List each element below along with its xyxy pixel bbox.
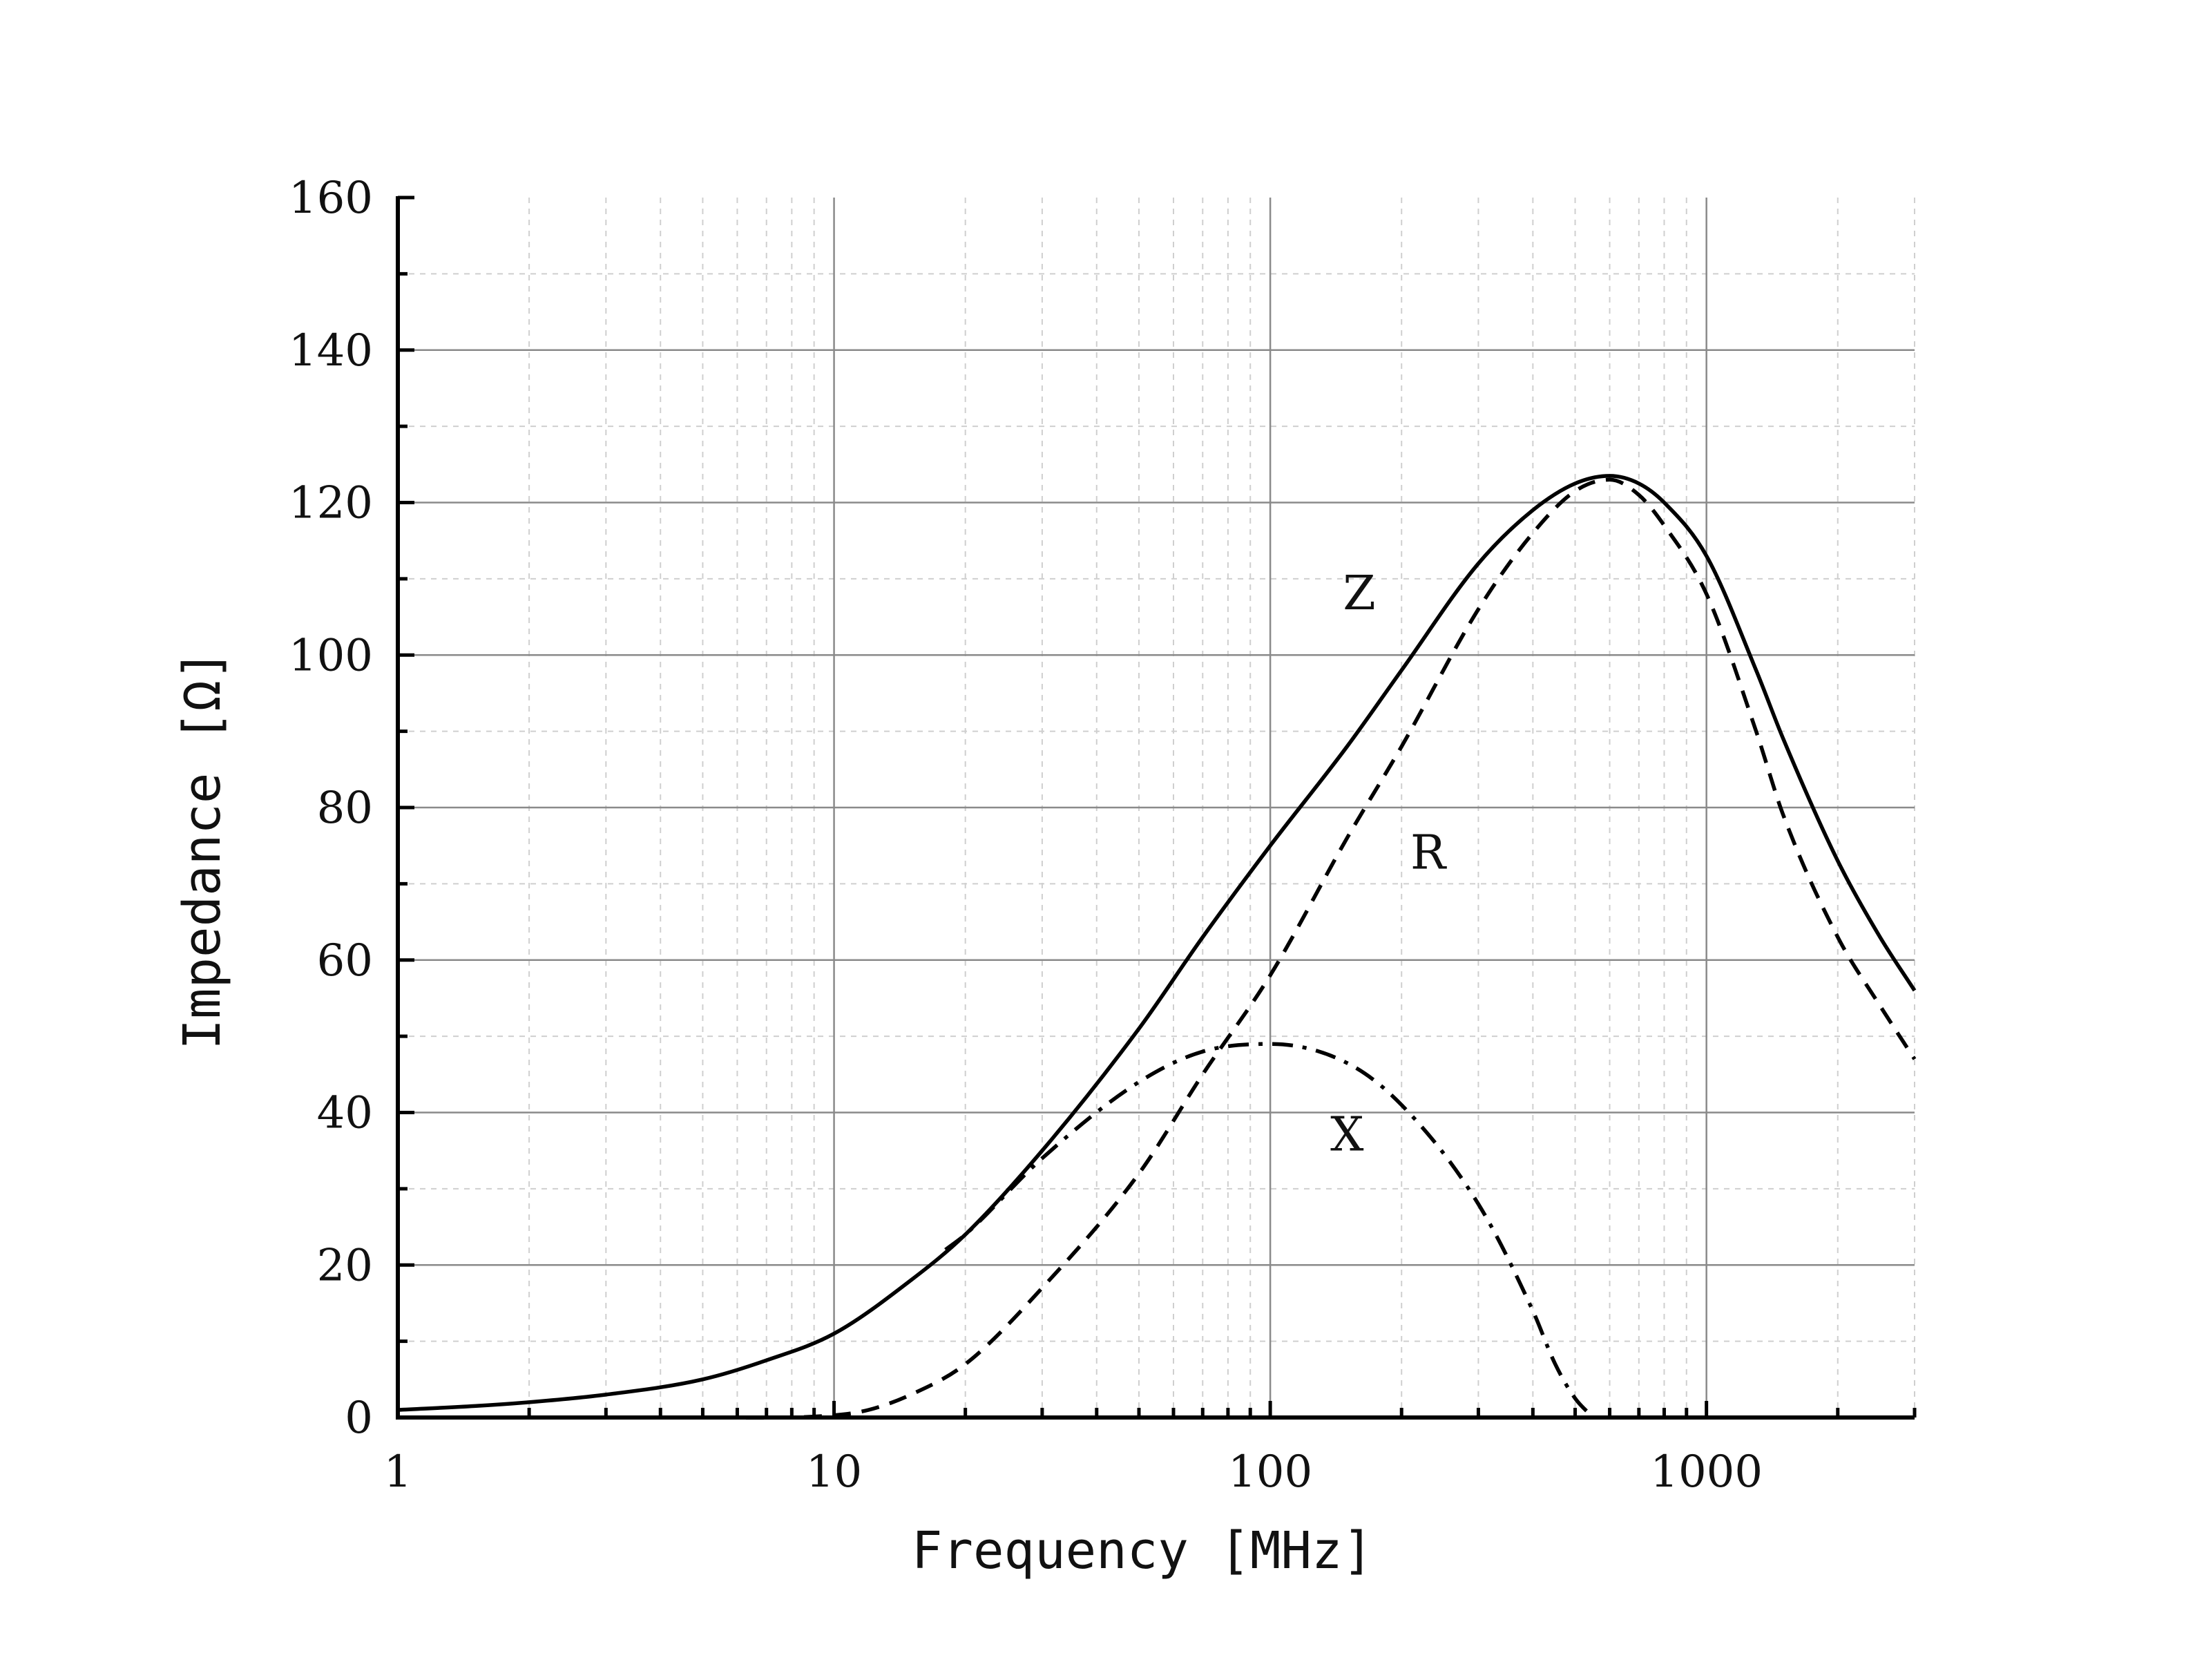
series-r-line bbox=[398, 477, 1917, 1420]
y-axis-title: Impedance [Ω] bbox=[173, 649, 232, 1049]
curve-label-x: X bbox=[1330, 1108, 1364, 1163]
y-tick-label: 120 bbox=[289, 478, 373, 529]
axes bbox=[396, 195, 1917, 1420]
curve-labels: Z R X bbox=[1330, 566, 1447, 1163]
y-tick-label: 140 bbox=[289, 325, 373, 376]
curve-label-z: Z bbox=[1343, 566, 1375, 621]
tick-labels: 1 10 100 1000 0 20 40 60 80 100 120 140 160 bbox=[289, 173, 1763, 1498]
x-tick-label: 1000 bbox=[1650, 1447, 1763, 1498]
series-x-line bbox=[944, 1042, 1595, 1419]
y-tick-label: 60 bbox=[317, 935, 373, 986]
y-tick-label: 0 bbox=[345, 1393, 373, 1444]
y-tick-label: 80 bbox=[317, 783, 373, 834]
y-tick-label: 20 bbox=[317, 1240, 373, 1291]
x-tick-label: 1 bbox=[384, 1447, 412, 1498]
y-tick-label: 40 bbox=[317, 1088, 373, 1139]
grid bbox=[398, 198, 1915, 1418]
y-tick-label: 100 bbox=[289, 630, 373, 681]
series-z-line bbox=[397, 474, 1917, 1412]
x-axis-title: Frequency [MHz] bbox=[912, 1521, 1373, 1581]
curve-label-r: R bbox=[1410, 825, 1447, 880]
x-tick-label: 100 bbox=[1228, 1447, 1312, 1498]
curves bbox=[397, 474, 1917, 1420]
x-tick-label: 10 bbox=[806, 1447, 862, 1498]
y-tick-label: 160 bbox=[289, 173, 373, 224]
